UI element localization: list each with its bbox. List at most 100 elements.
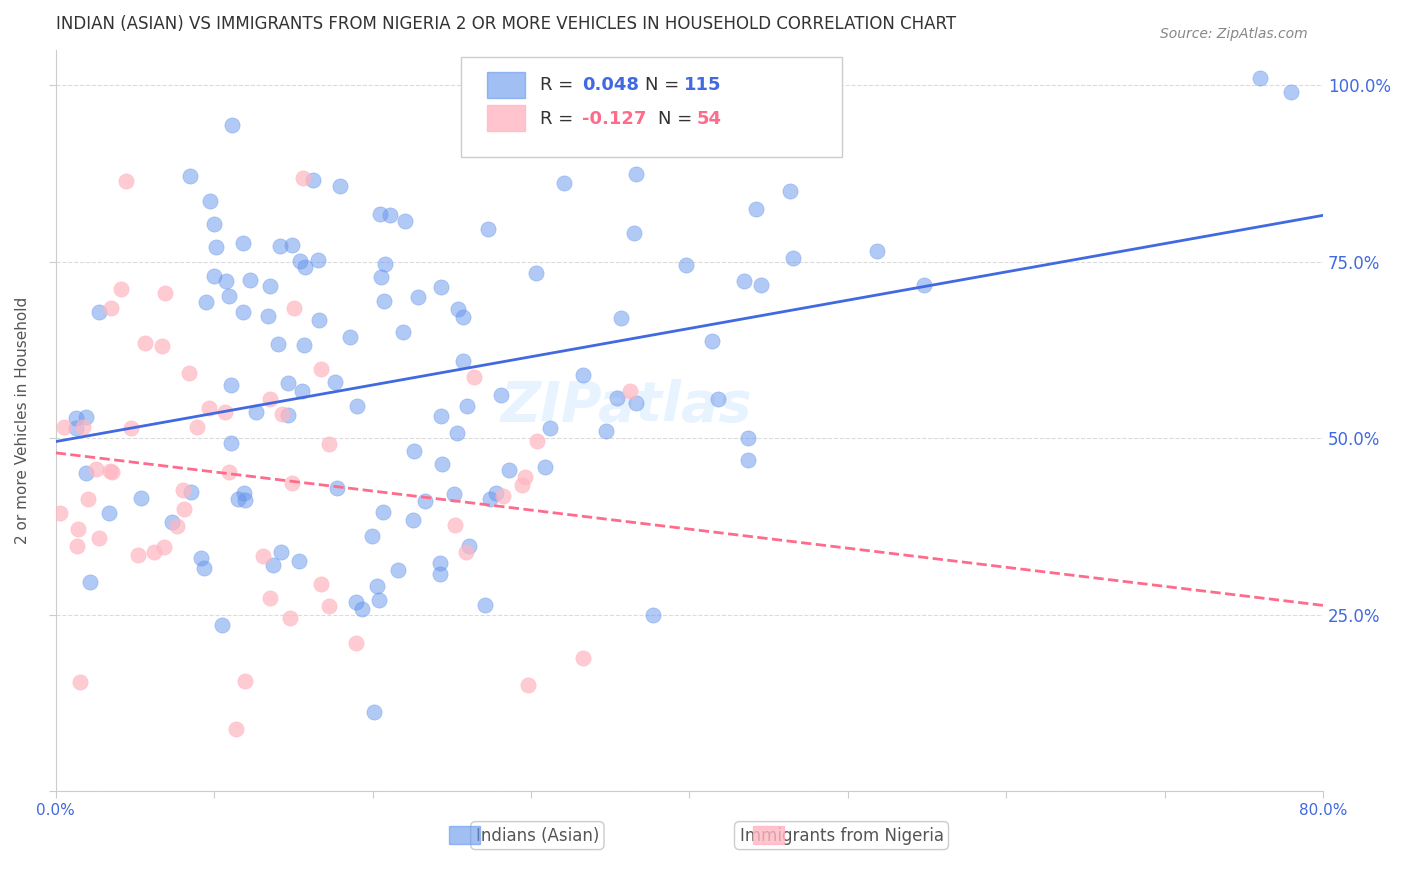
Point [458,539,481,553]
Point [496,124,519,138]
Point [346,399,368,413]
Point [526,434,548,448]
Point [325,481,347,495]
Point [363,706,385,720]
Point [221,118,243,132]
Point [150,339,173,353]
Point [277,376,299,391]
Point [215,274,238,288]
Point [308,313,330,327]
Point [443,487,465,501]
Point [912,277,935,292]
Point [453,353,475,368]
Point [370,269,392,284]
Text: Source: ZipAtlas.com: Source: ZipAtlas.com [1160,27,1308,41]
Point [498,463,520,477]
Point [153,540,176,554]
Point [114,174,136,188]
Point [225,722,247,736]
Point [373,505,395,519]
Text: ZIPatlas: ZIPatlas [501,378,752,433]
Point [453,310,475,324]
Text: Indians (Asian): Indians (Asian) [475,827,599,845]
Text: R =: R = [540,110,579,128]
Point [447,301,470,316]
Point [259,278,281,293]
Point [98,464,121,478]
Point [373,294,395,309]
Point [492,489,515,503]
Point [737,452,759,467]
Point [288,554,311,568]
Point [866,244,889,258]
Point [373,257,395,271]
Point [517,677,540,691]
Point [134,336,156,351]
Point [534,460,557,475]
Point [619,384,641,398]
Point [429,566,451,581]
Text: -0.127: -0.127 [582,110,647,128]
Point [283,301,305,315]
Point [84,461,107,475]
Point [513,470,536,484]
Point [309,576,332,591]
Point [259,392,281,406]
Point [626,396,648,410]
Point [198,194,221,208]
Point [257,310,280,324]
Point [53,419,76,434]
Point [413,494,436,508]
FancyBboxPatch shape [461,57,842,157]
Point [553,176,575,190]
Point [110,282,132,296]
Point [205,240,228,254]
Point [291,384,314,399]
Point [344,595,367,609]
Point [218,466,240,480]
Point [367,592,389,607]
Point [387,563,409,577]
Point [406,290,429,304]
Point [572,651,595,665]
Point [186,420,208,434]
Point [219,378,242,392]
Point [202,217,225,231]
Point [352,601,374,615]
Point [72,420,94,434]
Point [339,330,361,344]
Point [153,285,176,300]
Point [707,392,730,407]
Point [262,558,284,572]
Point [456,399,478,413]
Point [524,266,547,280]
Text: Immigrants from Nigeria: Immigrants from Nigeria [740,827,943,845]
Text: R =: R = [540,76,579,94]
Point [281,475,304,490]
Point [269,239,291,253]
Point [202,268,225,283]
Point [76,491,98,506]
Text: 0.048: 0.048 [582,76,638,94]
Point [432,457,454,471]
Point [232,305,254,319]
Point [294,260,316,275]
Point [129,491,152,505]
Point [218,288,240,302]
Point [402,443,425,458]
Point [233,673,256,688]
Point [643,607,665,622]
Point [211,618,233,632]
Point [329,178,352,193]
Point [245,405,267,419]
Point [193,561,215,575]
Point [346,636,368,650]
Point [745,202,768,216]
Point [75,410,97,425]
Point [595,424,617,438]
Point [198,401,221,415]
Point [172,483,194,497]
Point [177,367,200,381]
Point [281,237,304,252]
Point [737,430,759,444]
